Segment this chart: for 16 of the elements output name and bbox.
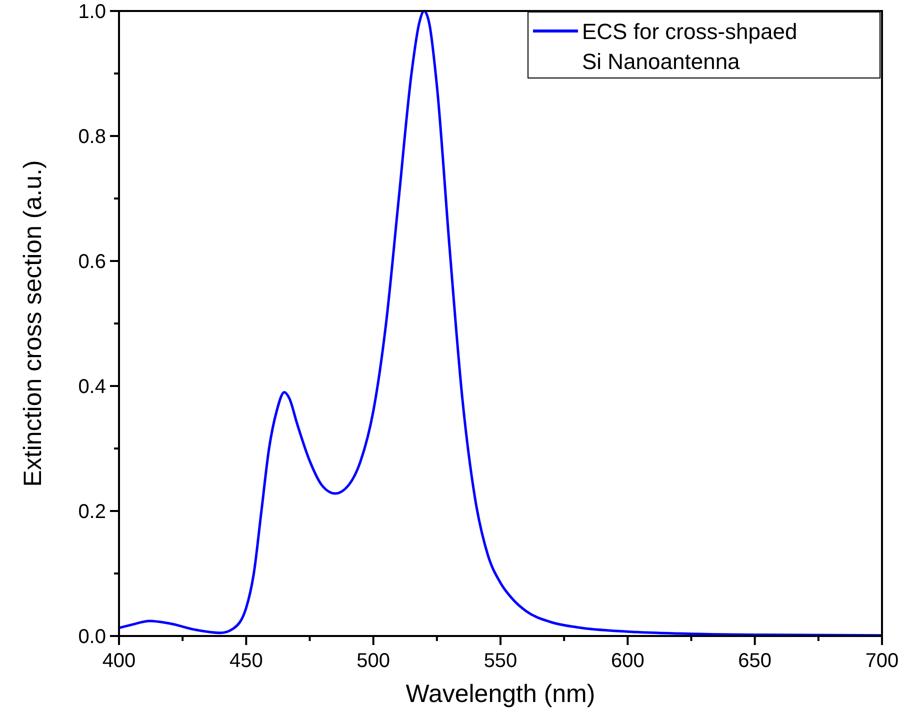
y-tick-label: 0.8 — [78, 126, 106, 148]
text: 1.0 — [78, 1, 106, 23]
text: 0.0 — [78, 626, 106, 648]
y-tick-label: 0.4 — [78, 376, 106, 398]
y-tick-label: 0.2 — [78, 501, 106, 523]
x-tick-label: 600 — [610, 650, 644, 672]
x-tick-label: 700 — [865, 650, 899, 672]
x-tick-label: 550 — [484, 650, 518, 672]
y-tick-label: 0.6 — [78, 251, 106, 273]
y-axis-title: Extinction cross section (a.u.) — [19, 160, 47, 487]
legend-label: ECS for cross-shpaed Si Nanoantenna — [582, 19, 798, 74]
x-tick-label: 650 — [738, 650, 772, 672]
x-tick-label: 500 — [356, 650, 390, 672]
x-tick-label: 400 — [102, 650, 136, 672]
x-tick-label: 450 — [229, 650, 263, 672]
x-axis-title: Wavelength (nm) — [406, 680, 596, 708]
